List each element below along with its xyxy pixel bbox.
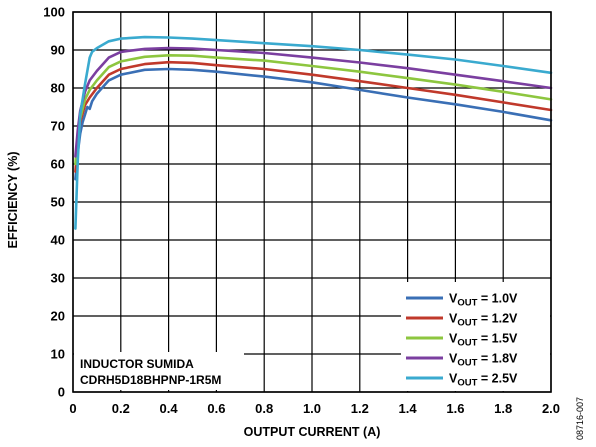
series-lines — [74, 35, 553, 230]
y-tick-label: 80 — [51, 81, 65, 96]
y-tick-label: 40 — [51, 233, 65, 248]
legend-label-1: VOUT = 1.0V — [449, 292, 518, 309]
y-tick-label: 10 — [51, 347, 65, 362]
annotation-line-1: INDUCTOR SUMIDA — [80, 357, 194, 371]
plot-border — [72, 11, 552, 393]
y-tick-label: 100 — [43, 5, 65, 20]
x-tick-label: 2.0 — [542, 401, 560, 416]
inductor-annotation: INDUCTOR SUMIDA CDRH5D18BHPNP-1R5M — [74, 352, 244, 390]
legend-label-3: VOUT = 1.5V — [449, 332, 518, 349]
series-line-1 — [74, 67, 553, 181]
tick-labels: 0 0.2 0.4 0.6 0.8 1.0 1.2 1.4 1.6 1.8 2.0 0 10 20 30 40… — [43, 5, 560, 417]
annotation-line-2: CDRH5D18BHPNP-1R5M — [80, 373, 221, 387]
plot-frame — [72, 11, 552, 393]
x-tick-label: 1.2 — [351, 401, 369, 416]
legend-label-2: VOUT = 1.2V — [449, 312, 518, 329]
legend: VOUT = 1.0V VOUT = 1.2V VOUT = 1.5V VOUT = … — [401, 282, 550, 391]
y-tick-label: 20 — [51, 309, 65, 324]
legend-label-4: VOUT = 1.8V — [449, 352, 518, 369]
x-tick-label: 1.8 — [494, 401, 512, 416]
x-tick-label: 0.6 — [207, 401, 225, 416]
x-tick-label: 1.6 — [446, 401, 464, 416]
figure-id: 08716-007 — [575, 397, 585, 440]
series-line-5 — [74, 35, 553, 230]
y-tick-label: 0 — [58, 385, 65, 400]
y-tick-label: 60 — [51, 157, 65, 172]
x-tick-label: 0.8 — [255, 401, 273, 416]
series-line-3 — [74, 54, 553, 166]
x-tick-label: 0.4 — [160, 401, 179, 416]
y-tick-label: 50 — [51, 195, 65, 210]
y-tick-label: 70 — [51, 119, 65, 134]
y-tick-label: 90 — [51, 43, 65, 58]
x-tick-label: 0 — [69, 401, 76, 416]
y-axis-label: EFFICIENCY (%) — [6, 152, 20, 249]
x-axis-label: OUTPUT CURRENT (A) — [244, 425, 381, 439]
legend-label-5: VOUT = 2.5V — [449, 372, 518, 389]
x-tick-label: 0.2 — [112, 401, 130, 416]
x-tick-label: 1.0 — [303, 401, 321, 416]
annotation-box — [74, 352, 244, 390]
x-tick-label: 1.4 — [399, 401, 418, 416]
series-line-2 — [74, 60, 553, 173]
y-tick-label: 30 — [51, 271, 65, 286]
